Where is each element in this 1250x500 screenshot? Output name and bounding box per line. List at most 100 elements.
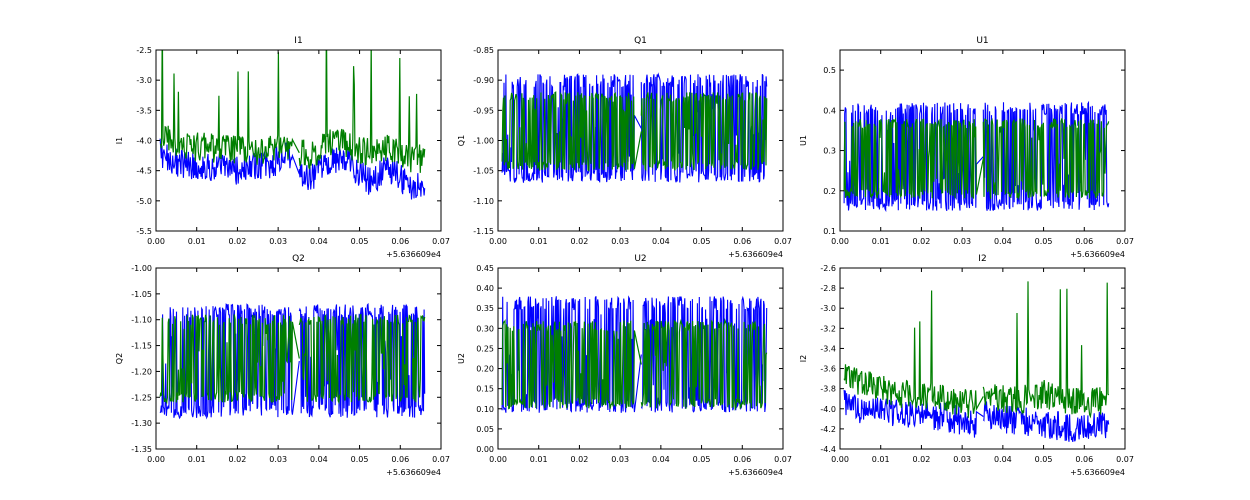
- y-tick-label: -3.6: [820, 365, 836, 374]
- x-tick-label: 0.03: [953, 237, 971, 246]
- x-offset-label: +5.636609e4: [728, 250, 783, 259]
- y-axis-label: I1: [115, 137, 124, 144]
- x-tick-label: 0.04: [994, 455, 1012, 464]
- y-tick-label: -4.0: [136, 137, 152, 146]
- x-tick-label: 0.02: [571, 455, 589, 464]
- x-tick-label: 0.02: [229, 237, 247, 246]
- series-line-green: [501, 91, 768, 172]
- y-tick-label: -3.8: [820, 385, 836, 394]
- y-tick-label: -3.5: [136, 106, 152, 115]
- y-tick-label: 0.45: [476, 264, 494, 273]
- y-tick-label: -3.4: [820, 344, 836, 353]
- y-axis-label: Q2: [115, 353, 124, 364]
- plot-area: [501, 72, 768, 183]
- x-offset-label: +5.636609e4: [386, 250, 441, 259]
- x-tick-label: 0.07: [1116, 237, 1134, 246]
- x-tick-label: 0.07: [774, 455, 792, 464]
- subplot-i2: 0.00 0.01 0.02 0.03 0.04 0.05 0.06 0.07 +5.63660…: [799, 254, 1134, 477]
- y-tick-label: -2.5: [136, 46, 152, 55]
- y-tick-label: -2.6: [820, 264, 836, 273]
- x-tick-label: 0.01: [530, 237, 548, 246]
- y-tick-label: 0.1: [823, 227, 836, 236]
- plot-area: [159, 50, 426, 200]
- y-tick-label: -3.2: [820, 324, 836, 333]
- subplot-u1: 0.00 0.01 0.02 0.03 0.04 0.05 0.06 0.07 +5.63660…: [799, 36, 1134, 259]
- x-tick-label: 0.06: [391, 237, 409, 246]
- y-axis-label: I2: [799, 355, 808, 362]
- y-axis-label: U1: [799, 135, 808, 146]
- x-tick-label: 0.06: [1075, 455, 1093, 464]
- x-offset-label: +5.636609e4: [1070, 250, 1125, 259]
- y-tick-label: -4.4: [820, 445, 836, 454]
- y-tick-label: -5.0: [136, 197, 152, 206]
- x-tick-label: 0.00: [147, 455, 165, 464]
- x-tick-label: 0.03: [269, 455, 287, 464]
- y-tick-label: 0.30: [476, 324, 494, 333]
- x-tick-label: 0.04: [310, 455, 328, 464]
- x-tick-label: 0.07: [432, 237, 450, 246]
- series-line-green: [843, 117, 1110, 201]
- x-tick-label: 0.05: [351, 455, 369, 464]
- x-tick-label: 0.00: [489, 455, 507, 464]
- x-offset-label: +5.636609e4: [386, 468, 441, 477]
- x-tick-label: 0.01: [872, 455, 890, 464]
- x-tick-label: 0.02: [571, 237, 589, 246]
- x-tick-label: 0.04: [994, 237, 1012, 246]
- x-tick-label: 0.03: [611, 237, 629, 246]
- y-tick-label: 0.15: [476, 385, 494, 394]
- x-tick-label: 0.04: [652, 455, 670, 464]
- series-line-green: [843, 281, 1110, 419]
- series-line-green: [501, 318, 768, 411]
- x-tick-label: 0.02: [913, 455, 931, 464]
- y-tick-label: -1.00: [131, 264, 152, 273]
- x-tick-label: 0.00: [831, 237, 849, 246]
- subplot-title: Q2: [292, 254, 305, 264]
- series-line-blue: [159, 138, 426, 200]
- x-tick-label: 0.06: [733, 455, 751, 464]
- y-tick-label: -1.35: [131, 445, 152, 454]
- plot-area: [843, 100, 1110, 213]
- y-tick-label: -3.0: [820, 304, 836, 313]
- y-axis-label: U2: [457, 353, 466, 364]
- x-offset-label: +5.636609e4: [728, 468, 783, 477]
- y-tick-label: -5.5: [136, 227, 152, 236]
- y-tick-label: -4.2: [820, 425, 836, 434]
- y-axis-label: Q1: [457, 135, 466, 146]
- axes-frame: [155, 49, 442, 232]
- y-tick-label: -1.25: [131, 393, 152, 402]
- x-tick-label: 0.01: [188, 455, 206, 464]
- x-tick-label: 0.03: [269, 237, 287, 246]
- y-tick-label: -1.00: [473, 137, 494, 146]
- y-tick-label: -4.5: [136, 167, 152, 176]
- y-tick-label: 0.3: [823, 147, 836, 156]
- y-tick-label: -1.05: [131, 290, 152, 299]
- y-tick-label: 0.25: [476, 344, 494, 353]
- subplot-i1: 0.00 0.01 0.02 0.03 0.04 0.05 0.06 0.07 +5.63660…: [115, 36, 450, 259]
- plot-area: [159, 302, 426, 420]
- x-tick-label: 0.05: [693, 455, 711, 464]
- y-tick-label: -0.95: [473, 106, 494, 115]
- x-tick-label: 0.07: [774, 237, 792, 246]
- x-tick-label: 0.05: [1035, 237, 1053, 246]
- axes-frame: [839, 267, 1126, 450]
- y-tick-label: 0.00: [476, 445, 494, 454]
- y-tick-label: 0.35: [476, 304, 494, 313]
- y-tick-label: -1.15: [131, 342, 152, 351]
- y-tick-label: -1.15: [473, 227, 494, 236]
- subplot-title: U1: [976, 36, 988, 46]
- x-tick-label: 0.07: [432, 455, 450, 464]
- y-tick-label: -1.05: [473, 167, 494, 176]
- y-tick-label: 0.40: [476, 284, 494, 293]
- axes-frame: [497, 267, 784, 450]
- x-tick-label: 0.00: [147, 237, 165, 246]
- y-tick-label: 0.10: [476, 405, 494, 414]
- y-tick-label: -2.8: [820, 284, 836, 293]
- y-tick-label: 0.4: [823, 106, 836, 115]
- x-tick-label: 0.02: [229, 455, 247, 464]
- x-tick-label: 0.03: [611, 455, 629, 464]
- y-tick-label: -1.30: [131, 419, 152, 428]
- x-tick-label: 0.04: [652, 237, 670, 246]
- y-tick-label: 0.2: [823, 187, 836, 196]
- x-tick-label: 0.01: [530, 455, 548, 464]
